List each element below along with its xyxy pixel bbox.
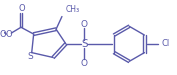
Text: CH₃: CH₃ — [66, 5, 80, 14]
Text: Cl: Cl — [161, 39, 169, 48]
Text: O: O — [0, 30, 6, 39]
Text: O: O — [19, 4, 25, 13]
Text: O: O — [81, 59, 88, 68]
Text: S: S — [81, 39, 88, 49]
Text: O: O — [81, 20, 88, 29]
Text: O: O — [6, 30, 13, 39]
Text: S: S — [27, 52, 33, 61]
